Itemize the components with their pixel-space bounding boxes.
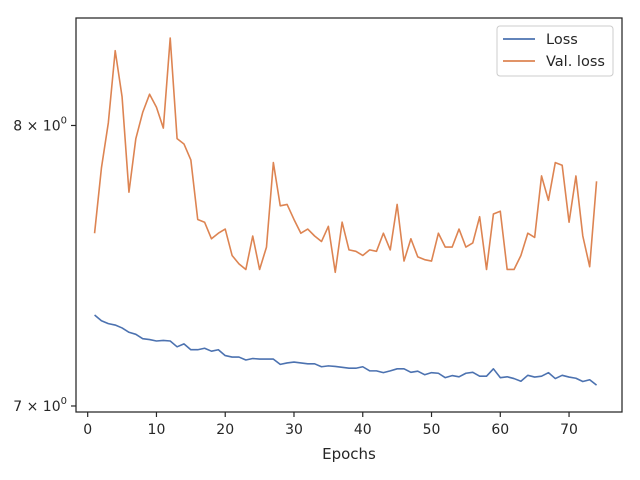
legend-label-loss: Loss bbox=[546, 32, 578, 48]
series-line-loss bbox=[94, 314, 598, 386]
series-line-val-loss bbox=[93, 37, 598, 274]
x-tick-label: 10 bbox=[148, 422, 166, 438]
y-axis: 7 × 100 8 × 100 bbox=[13, 115, 76, 415]
y-tick-label: 7 × 100 bbox=[13, 396, 67, 415]
plot-area bbox=[76, 18, 622, 412]
x-tick-label: 0 bbox=[83, 422, 92, 438]
x-axis-label: Epochs bbox=[322, 445, 376, 463]
x-tick-label: 20 bbox=[216, 422, 234, 438]
legend: Loss Val. loss bbox=[496, 25, 614, 77]
plot-frame bbox=[75, 17, 623, 413]
series-layer bbox=[93, 37, 598, 386]
x-tick-label: 30 bbox=[285, 422, 303, 438]
x-tick-label: 60 bbox=[491, 422, 509, 438]
y-tick-label: 8 × 100 bbox=[13, 115, 67, 134]
x-tick-label: 40 bbox=[354, 422, 372, 438]
x-tick-label: 70 bbox=[560, 422, 578, 438]
legend-label-val-loss: Val. loss bbox=[546, 54, 605, 70]
x-tick-label: 50 bbox=[423, 422, 441, 438]
x-axis: 0 10 20 30 40 50 60 70 bbox=[83, 412, 578, 438]
